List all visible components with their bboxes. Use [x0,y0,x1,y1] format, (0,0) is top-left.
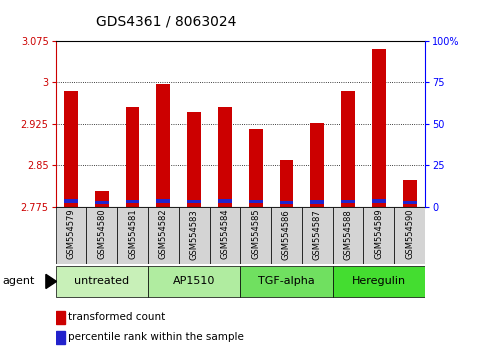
FancyBboxPatch shape [86,207,117,264]
Text: untreated: untreated [74,276,129,286]
Text: agent: agent [2,276,35,286]
FancyBboxPatch shape [333,266,425,297]
Text: TGF-alpha: TGF-alpha [258,276,315,286]
FancyBboxPatch shape [148,266,240,297]
Bar [372,199,386,202]
FancyBboxPatch shape [210,207,240,264]
Text: GSM554586: GSM554586 [282,209,291,259]
Bar [187,200,201,203]
Bar [126,107,140,207]
Bar [341,200,355,203]
Bar [126,200,140,203]
Bar [56,331,65,343]
Text: GSM554588: GSM554588 [343,209,353,259]
Bar [311,200,324,204]
Bar [156,84,170,207]
Text: GSM554585: GSM554585 [251,209,260,259]
Bar [187,112,201,207]
Text: GSM554580: GSM554580 [97,209,106,259]
FancyBboxPatch shape [56,266,148,297]
Bar [403,201,416,204]
Bar [95,191,109,207]
Bar [341,91,355,207]
Bar [280,160,293,207]
FancyBboxPatch shape [394,207,425,264]
Bar [280,201,293,204]
Bar [311,123,324,207]
FancyBboxPatch shape [240,266,333,297]
Bar [249,200,263,203]
FancyBboxPatch shape [148,207,179,264]
Polygon shape [46,274,57,289]
Text: GSM554590: GSM554590 [405,209,414,259]
Bar [218,107,232,207]
Text: Heregulin: Heregulin [352,276,406,286]
FancyBboxPatch shape [56,207,86,264]
Bar [64,199,78,202]
Text: GSM554589: GSM554589 [374,209,384,259]
Text: GSM554582: GSM554582 [159,209,168,259]
Bar [56,311,65,324]
Text: AP1510: AP1510 [173,276,215,286]
FancyBboxPatch shape [333,207,364,264]
Text: percentile rank within the sample: percentile rank within the sample [69,332,244,342]
FancyBboxPatch shape [117,207,148,264]
Text: transformed count: transformed count [69,312,166,322]
Bar [372,49,386,207]
FancyBboxPatch shape [240,207,271,264]
Text: GSM554587: GSM554587 [313,209,322,259]
Bar [403,180,416,207]
Text: GSM554584: GSM554584 [220,209,229,259]
Text: GSM554579: GSM554579 [67,209,75,259]
Bar [64,91,78,207]
Text: GSM554583: GSM554583 [190,209,199,259]
FancyBboxPatch shape [302,207,333,264]
Text: GSM554581: GSM554581 [128,209,137,259]
Bar [218,199,232,202]
FancyBboxPatch shape [364,207,394,264]
Bar [249,130,263,207]
Text: GDS4361 / 8063024: GDS4361 / 8063024 [96,14,237,28]
Bar [156,199,170,202]
Bar [95,201,109,204]
FancyBboxPatch shape [179,207,210,264]
FancyBboxPatch shape [271,207,302,264]
